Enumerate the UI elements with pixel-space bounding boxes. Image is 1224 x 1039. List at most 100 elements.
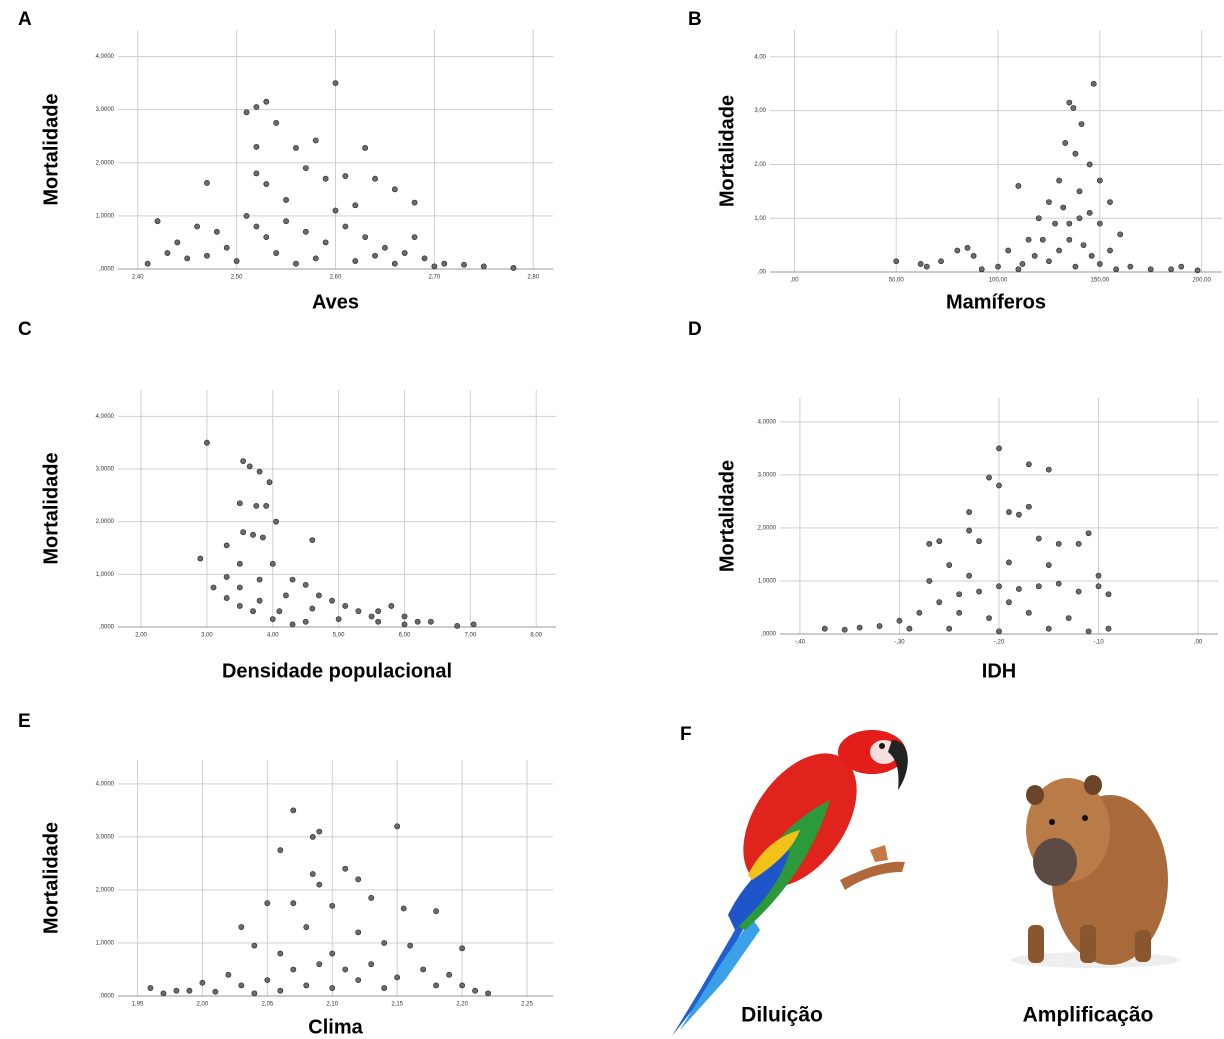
point — [381, 985, 388, 991]
x-tick-label: 100,00 — [989, 278, 1008, 284]
x-tick-label: 200,00 — [1192, 278, 1211, 284]
y-tick-label: 1,0000 — [96, 941, 115, 947]
point — [461, 261, 467, 268]
x-tick-label: -,20 — [994, 640, 1005, 646]
point — [876, 623, 883, 629]
point — [342, 865, 349, 872]
point — [401, 621, 408, 628]
x-tick-label: 2,40 — [132, 275, 144, 281]
point — [273, 120, 280, 126]
point — [1039, 236, 1046, 243]
point — [335, 616, 342, 622]
panel-letter: D — [688, 319, 702, 340]
x-axis-label: Mamíferos — [946, 291, 1046, 313]
y-axis-label: Mortalidade — [716, 460, 738, 572]
point — [1075, 588, 1082, 595]
point — [1025, 461, 1032, 468]
point — [269, 560, 276, 567]
point — [236, 603, 243, 609]
point — [1078, 121, 1085, 128]
x-tick-label: 2,50 — [231, 275, 243, 281]
point — [1076, 188, 1083, 195]
x-tick-label: 5,00 — [333, 633, 345, 639]
point — [264, 900, 271, 907]
point — [233, 258, 240, 264]
point — [355, 977, 362, 983]
y-tick-label: 3,00 — [754, 108, 766, 114]
point — [1055, 580, 1062, 587]
capybara-illustration — [1010, 775, 1180, 968]
point — [260, 534, 266, 541]
point — [186, 987, 193, 994]
y-tick-label: 3,0000 — [96, 834, 115, 840]
point — [212, 988, 219, 995]
y-tick-label: 2,0000 — [96, 160, 115, 166]
point — [164, 250, 171, 256]
y-tick-label: 2,0000 — [758, 526, 777, 532]
y-tick-label: ,00 — [758, 270, 767, 276]
point — [454, 623, 461, 629]
point — [472, 987, 478, 994]
point — [303, 924, 310, 930]
x-tick-label: -,10 — [1093, 640, 1104, 646]
point — [1006, 559, 1012, 566]
x-tick-label: 2,60 — [330, 275, 342, 281]
scatter-panel: C ,0000 1,0000 2,0000 3,0000 4,0000 2,00 3,00 4,… — [18, 319, 556, 682]
point — [368, 613, 375, 620]
point — [916, 609, 923, 616]
point — [342, 173, 349, 179]
point — [821, 625, 828, 632]
point — [256, 468, 263, 475]
point — [316, 961, 323, 968]
point — [1090, 80, 1097, 87]
point — [1072, 150, 1079, 157]
point — [240, 458, 247, 464]
point — [290, 966, 297, 973]
y-tick-label: ,0000 — [99, 625, 115, 631]
point — [368, 961, 375, 968]
point — [441, 260, 448, 267]
point — [290, 807, 297, 814]
point — [309, 833, 316, 840]
x-tick-label: 2,15 — [391, 1002, 403, 1008]
point — [238, 924, 245, 930]
point — [391, 186, 398, 193]
point — [841, 626, 848, 633]
point — [996, 445, 1002, 452]
point — [250, 531, 256, 538]
panel-letter: E — [18, 711, 31, 732]
point — [956, 591, 963, 598]
point — [1056, 247, 1063, 254]
point — [289, 576, 296, 583]
point — [375, 608, 382, 615]
point — [1178, 263, 1185, 270]
point — [225, 971, 232, 978]
point — [1096, 220, 1103, 227]
point — [970, 252, 977, 259]
y-tick-label: 3,0000 — [758, 472, 777, 478]
panel-letter: C — [18, 319, 32, 340]
point — [342, 603, 349, 609]
point — [263, 98, 270, 105]
point — [312, 255, 319, 262]
point — [1035, 583, 1042, 590]
point — [1025, 236, 1032, 243]
point — [986, 615, 992, 621]
point — [394, 974, 401, 981]
panel-letter: B — [688, 9, 702, 30]
scatter-panel: D ,0000 1,0000 2,0000 3,0000 4,0000 -,40 -,30 -,… — [688, 319, 1218, 682]
point — [459, 982, 466, 989]
point — [277, 987, 284, 994]
point — [184, 255, 191, 262]
point — [480, 263, 487, 270]
point — [251, 990, 258, 997]
point — [1025, 609, 1032, 616]
point — [368, 894, 375, 901]
point — [316, 828, 323, 835]
x-tick-label: 150,00 — [1091, 278, 1110, 284]
point — [204, 180, 210, 186]
point — [996, 583, 1002, 590]
point — [401, 250, 408, 256]
point — [236, 584, 243, 591]
